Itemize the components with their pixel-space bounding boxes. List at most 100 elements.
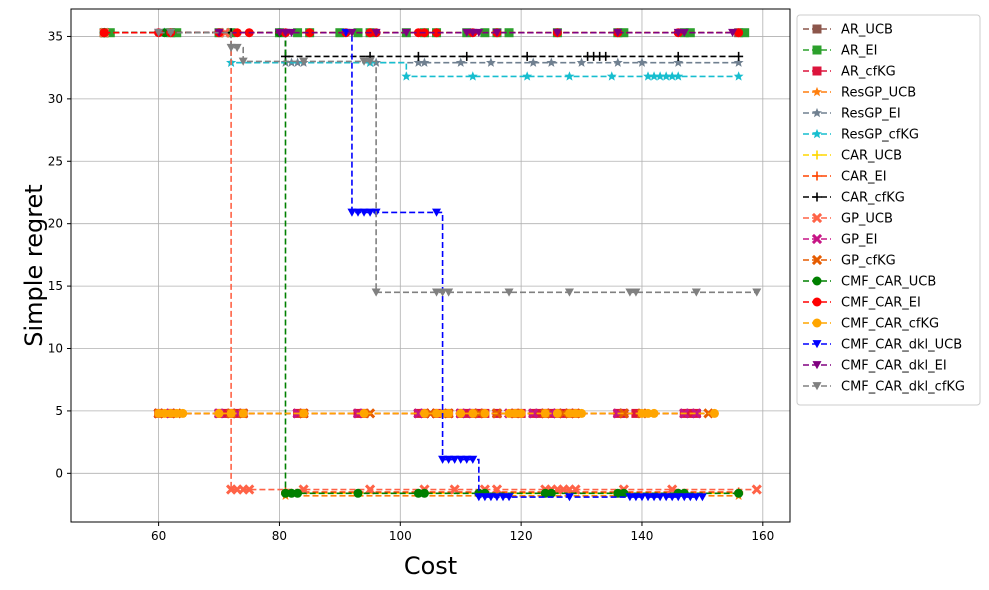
legend-item-resgp-ucb: ResGP_UCB (803, 86, 916, 101)
data-point-cmf-car-dkl-cfkg (432, 288, 442, 297)
data-point-cmf-car-dkl-ei (347, 28, 357, 37)
x-tick-label: 60 (151, 529, 166, 543)
data-point-cmf-car-dkl-ucb (643, 493, 653, 502)
data-point-cmf-car-dkl-ucb (480, 493, 490, 502)
data-point-cmf-car-dkl-cfkg (504, 288, 514, 297)
legend-label: GP_cfKG (841, 254, 896, 269)
data-point-cmf-car-dkl-cfkg (166, 28, 176, 37)
y-tick-label: 35 (48, 29, 63, 43)
legend-box (796, 14, 981, 406)
data-point-cmf-car-dkl-ucb (661, 493, 671, 502)
data-point-cmf-car-cfkg (444, 408, 454, 418)
data-point-car-cfkg (462, 51, 472, 61)
data-point-resgp-cfkg (564, 71, 575, 81)
data-point-cmf-car-dkl-cfkg (359, 57, 369, 66)
data-point-resgp-ei (528, 57, 539, 67)
x-tick-label: 80 (272, 529, 287, 543)
legend-item-cmf-car-dkl-ei: CMF_CAR_dkl_EI (803, 359, 947, 374)
data-point-cmf-car-cfkg (709, 408, 719, 418)
data-point-resgp-ei (413, 57, 424, 67)
data-point-cmf-car-dkl-cfkg (154, 28, 164, 37)
legend-item-cmf-car-ei: CMF_CAR_EI (803, 296, 921, 311)
data-point-cmf-car-dkl-cfkg (226, 43, 236, 52)
data-point-cmf-car-cfkg (516, 408, 526, 418)
data-point-resgp-cfkg (401, 71, 412, 81)
legend-label: GP_EI (841, 233, 877, 248)
legend-label: CAR_EI (841, 170, 887, 185)
legend-marker (812, 276, 822, 286)
data-point-cmf-car-dkl-ucb (359, 208, 369, 217)
series-line-gp-ucb (104, 31, 757, 491)
data-point-cmf-car-dkl-ucb (625, 493, 635, 502)
data-point-cmf-car-dkl-ei (492, 28, 502, 37)
data-point-cmf-car-dkl-ucb (341, 28, 351, 37)
legend-marker (811, 254, 823, 266)
data-point-cmf-car-cfkg (577, 408, 587, 418)
data-point-cmf-car-cfkg (359, 408, 369, 418)
y-tick-label: 15 (48, 279, 63, 293)
legend-label: AR_UCB (841, 23, 893, 38)
grid-lines (71, 9, 790, 522)
data-point-cmf-car-dkl-ucb (474, 493, 484, 502)
data-point-cmf-car-dkl-ei (462, 28, 472, 37)
legend-item-gp-cfkg: GP_cfKG (803, 254, 896, 269)
data-point-cmf-car-dkl-cfkg (438, 288, 448, 297)
data-point-cmf-car-dkl-cfkg (444, 288, 454, 297)
data-point-cmf-car-dkl-ei (468, 28, 478, 37)
data-point-resgp-ei (637, 57, 647, 67)
data-point-cmf-car-dkl-ei (552, 28, 562, 37)
data-point-cmf-car-dkl-ucb (637, 493, 647, 502)
legend-marker (811, 233, 823, 245)
data-point-ar-ei (740, 28, 750, 38)
x-tick-label: 120 (510, 529, 533, 543)
data-point-cmf-car-dkl-ucb (438, 455, 448, 464)
legend-marker (812, 171, 822, 181)
data-point-cmf-car-ei (432, 28, 442, 38)
data-point-resgp-ei (612, 57, 623, 67)
x-tick-label: 160 (751, 529, 774, 543)
data-point-cmf-car-cfkg (226, 408, 236, 418)
y-axis-label: Simple regret (20, 184, 48, 346)
data-point-resgp-cfkg (655, 71, 666, 81)
data-point-cmf-car-ucb (419, 488, 429, 498)
data-point-gp-ei (691, 408, 702, 419)
data-point-cmf-car-dkl-ucb (667, 493, 677, 502)
data-point-cmf-car-cfkg (480, 408, 490, 418)
legend-label: CMF_CAR_dkl_cfKG (841, 380, 965, 395)
data-point-cmf-car-dkl-ucb (498, 493, 508, 502)
data-point-cmf-car-dkl-cfkg (752, 288, 762, 297)
data-point-cmf-car-cfkg (178, 408, 188, 418)
legend-item-resgp-cfkg: ResGP_cfKG (803, 128, 919, 143)
data-point-resgp-ei (546, 57, 557, 67)
legend-label: CMF_CAR_dkl_EI (841, 359, 947, 374)
data-point-gp-ucb (449, 484, 460, 495)
legend-label: ResGP_UCB (841, 86, 916, 101)
data-point-cmf-car-dkl-ucb (432, 208, 442, 217)
legend-item-car-ei: CAR_EI (803, 170, 887, 185)
data-point-car-cfkg (734, 51, 744, 61)
data-point-resgp-cfkg (673, 71, 684, 81)
legend-item-resgp-ei: ResGP_EI (803, 107, 901, 122)
legend-label: CAR_cfKG (841, 191, 905, 206)
data-point-cmf-car-ucb (353, 488, 363, 498)
data-point-cmf-car-dkl-cfkg (625, 288, 635, 297)
legend-marker (812, 86, 822, 97)
data-point-resgp-cfkg (667, 71, 678, 81)
data-point-cmf-car-ei (232, 28, 242, 38)
legend-marker (812, 66, 822, 76)
data-point-cmf-car-dkl-ucb (679, 493, 689, 502)
data-point-cmf-car-dkl-ei (274, 28, 284, 37)
legend-label: CMF_CAR_UCB (841, 275, 936, 290)
legend-marker (812, 297, 822, 307)
data-point-cmf-car-dkl-ei (728, 28, 738, 37)
data-point-cmf-car-dkl-ucb (365, 208, 375, 217)
legend-label: AR_cfKG (841, 65, 896, 80)
y-tick-label: 5 (55, 404, 63, 418)
data-point-cmf-car-cfkg (552, 408, 562, 418)
legend-marker (812, 107, 822, 118)
legend-marker (812, 150, 822, 160)
data-point-resgp-cfkg (643, 71, 653, 81)
data-point-cmf-car-cfkg (649, 408, 659, 418)
data-point-gp-ucb (364, 484, 376, 495)
